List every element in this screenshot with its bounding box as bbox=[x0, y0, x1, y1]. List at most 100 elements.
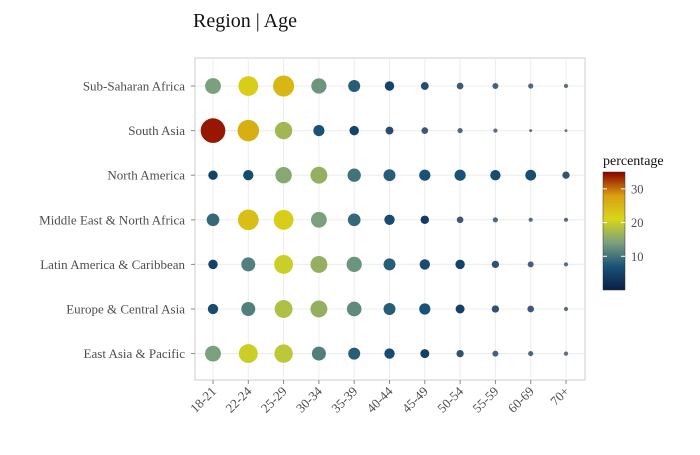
bubble bbox=[200, 118, 226, 143]
bubble bbox=[273, 209, 294, 230]
bubble bbox=[564, 129, 568, 133]
x-tick-label: 22-24 bbox=[222, 383, 254, 415]
legend-colorbar bbox=[602, 171, 626, 291]
bubble bbox=[243, 170, 254, 181]
bubble bbox=[238, 76, 259, 96]
y-tick-label: Middle East & North Africa bbox=[39, 212, 185, 227]
bubble bbox=[384, 214, 395, 225]
chart-title: Region | Age bbox=[193, 10, 297, 32]
bubble bbox=[349, 125, 359, 136]
y-tick-label: North America bbox=[107, 168, 185, 183]
bubble bbox=[421, 127, 429, 134]
bubble bbox=[491, 305, 500, 313]
bubble bbox=[346, 256, 362, 273]
bubble bbox=[311, 346, 326, 361]
bubble bbox=[310, 255, 328, 273]
bubble bbox=[456, 216, 464, 224]
bubble bbox=[310, 166, 328, 184]
bubble bbox=[208, 170, 218, 180]
bubble bbox=[528, 83, 534, 89]
bubble bbox=[313, 125, 325, 137]
bubble bbox=[457, 128, 463, 134]
bubble bbox=[207, 303, 219, 315]
bubble bbox=[383, 303, 396, 315]
bubble bbox=[241, 257, 256, 272]
bubble bbox=[527, 261, 534, 268]
bubble bbox=[563, 306, 569, 312]
bubble bbox=[420, 82, 429, 90]
y-tick-label: South Asia bbox=[128, 123, 185, 138]
bubble bbox=[237, 119, 260, 142]
bubble bbox=[348, 347, 361, 360]
bubble bbox=[384, 348, 395, 359]
bubble bbox=[456, 82, 464, 90]
y-tick-label: Sub-Saharan Africa bbox=[83, 79, 185, 94]
bubble bbox=[528, 351, 534, 357]
bubble bbox=[419, 303, 431, 315]
bubble bbox=[563, 83, 569, 89]
bubble bbox=[419, 259, 430, 270]
bubble bbox=[385, 126, 394, 135]
x-tick-label: 60-69 bbox=[505, 384, 537, 416]
bubble bbox=[562, 171, 570, 179]
bubble bbox=[237, 209, 259, 231]
x-tick-label: 40-44 bbox=[364, 383, 396, 415]
bubble bbox=[563, 262, 569, 267]
x-tick-label: 45-49 bbox=[399, 384, 431, 416]
bubble bbox=[274, 254, 294, 274]
x-tick-label: 25-29 bbox=[258, 384, 290, 416]
bubble bbox=[527, 305, 535, 313]
bubble bbox=[563, 217, 569, 222]
bubble bbox=[275, 167, 292, 184]
bubble bbox=[347, 168, 361, 182]
bubble bbox=[455, 304, 465, 314]
y-tick-label: Latin America & Caribbean bbox=[40, 257, 185, 272]
bubble bbox=[205, 78, 221, 94]
legend-tick-label: 30 bbox=[631, 182, 644, 196]
bubble bbox=[525, 169, 537, 181]
legend-tick-label: 10 bbox=[631, 250, 644, 264]
bubble bbox=[274, 300, 293, 318]
bubble bbox=[347, 213, 361, 227]
bubble bbox=[205, 345, 221, 362]
bubble bbox=[491, 260, 500, 269]
x-tick-label: 50-54 bbox=[434, 383, 466, 415]
bubble bbox=[563, 351, 569, 356]
bubble bbox=[490, 170, 501, 181]
bubble bbox=[346, 301, 362, 317]
bubble bbox=[492, 83, 499, 89]
bubble bbox=[311, 78, 327, 94]
bubble bbox=[529, 129, 533, 133]
bubble bbox=[383, 258, 396, 271]
bubble bbox=[456, 349, 464, 358]
bubble bbox=[419, 169, 431, 181]
x-tick-label: 18-21 bbox=[187, 384, 219, 416]
bubble bbox=[492, 350, 499, 357]
bubble bbox=[454, 169, 466, 181]
bubble bbox=[383, 169, 396, 182]
y-tick-label: Europe & Central Asia bbox=[66, 302, 185, 317]
bubble bbox=[208, 259, 218, 270]
bubble bbox=[310, 300, 328, 318]
x-tick-label: 55-59 bbox=[469, 384, 501, 416]
bubble bbox=[493, 128, 498, 133]
bubble bbox=[206, 213, 220, 227]
bubble bbox=[420, 349, 430, 359]
bubble bbox=[348, 80, 361, 92]
bubble bbox=[492, 217, 498, 223]
x-tick-label: 35-39 bbox=[328, 384, 360, 416]
x-tick-label: 70+ bbox=[547, 384, 572, 409]
legend-title: percentage bbox=[603, 154, 664, 169]
bubble bbox=[273, 75, 295, 97]
legend-tick-label: 20 bbox=[631, 216, 644, 230]
bubble bbox=[310, 211, 327, 228]
bubble bbox=[274, 344, 293, 363]
bubble bbox=[455, 259, 465, 270]
bubble bbox=[528, 217, 533, 222]
bubble bbox=[238, 344, 258, 364]
bubble bbox=[274, 121, 293, 140]
bubble bbox=[420, 215, 430, 225]
bubble bbox=[241, 301, 256, 317]
